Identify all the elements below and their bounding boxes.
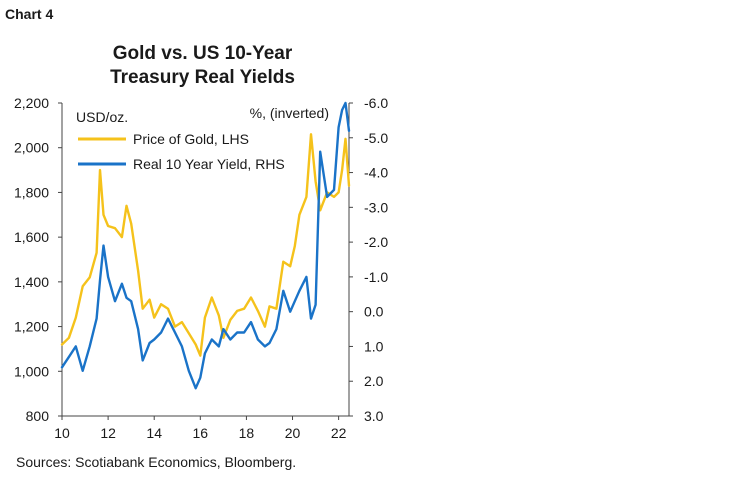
- chart-title-line-1: Gold vs. US 10-Year: [112, 43, 293, 64]
- series-line-gold: [60, 133, 351, 357]
- right-tick-label: -6.0: [364, 95, 388, 111]
- x-tick-label: 10: [54, 425, 70, 441]
- left-tick-label: 800: [26, 408, 50, 424]
- source-note: Sources: Scotiabank Economics, Bloomberg…: [16, 454, 297, 470]
- x-tick-label: 22: [331, 425, 347, 441]
- left-tick-label: 1,600: [14, 229, 49, 245]
- left-axis-unit: USD/oz.: [76, 109, 128, 125]
- right-tick-label: -1.0: [364, 269, 388, 285]
- right-tick-label: 0.0: [364, 304, 384, 320]
- right-tick-label: 3.0: [364, 408, 384, 424]
- right-axis-unit: %, (inverted): [250, 105, 329, 121]
- left-tick-label: 2,200: [14, 95, 49, 111]
- right-tick-label: -4.0: [364, 165, 388, 181]
- legend-label-real-yield: Real 10 Year Yield, RHS: [133, 156, 285, 172]
- x-tick-label: 14: [146, 425, 162, 441]
- chart-label: Chart 4: [5, 6, 54, 22]
- axes: 800 1,000 1,200 1,400 1,600 1,800 2,000 2,200 3.…: [14, 95, 388, 441]
- x-tick-label: 20: [285, 425, 301, 441]
- chart-title-line-2: Treasury Real Yields: [110, 67, 295, 88]
- x-tick-label: 16: [193, 425, 209, 441]
- left-tick-label: 2,000: [14, 140, 49, 156]
- series-line-real-yield: [60, 101, 351, 390]
- right-tick-label: -5.0: [364, 130, 388, 146]
- right-tick-label: -2.0: [364, 234, 388, 250]
- left-tick-label: 1,200: [14, 319, 49, 335]
- right-tick-label: 1.0: [364, 338, 384, 354]
- legend: USD/oz. %, (inverted) Price of Gold, LHS…: [76, 105, 329, 172]
- x-tick-label: 12: [100, 425, 116, 441]
- left-tick-label: 1,400: [14, 274, 49, 290]
- x-tick-label: 18: [239, 425, 255, 441]
- left-tick-label: 1,000: [14, 363, 49, 379]
- legend-label-gold: Price of Gold, LHS: [133, 131, 249, 147]
- right-tick-label: -3.0: [364, 199, 388, 215]
- series-lines: [60, 101, 351, 390]
- chart-title: Gold vs. US 10-Year Treasury Real Yields: [0, 42, 405, 90]
- left-tick-label: 1,800: [14, 184, 49, 200]
- right-tick-label: 2.0: [364, 373, 384, 389]
